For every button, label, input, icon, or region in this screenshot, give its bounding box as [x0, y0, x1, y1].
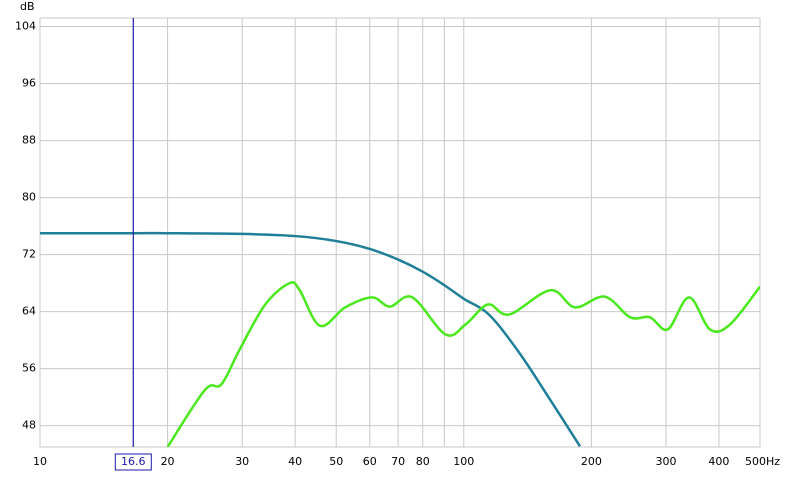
y-tick-label: 72	[22, 248, 36, 261]
series-line	[40, 231, 582, 447]
x-tick-label: 60	[363, 455, 377, 468]
x-tick-label: 200	[581, 455, 602, 468]
y-tick-label: 64	[22, 305, 36, 318]
y-tick-label: 80	[22, 191, 36, 204]
x-tick-label: 300	[655, 455, 676, 468]
y-tick-label: 96	[22, 77, 36, 90]
x-tick-label: 10	[33, 455, 47, 468]
x-tick-label: 70	[391, 455, 405, 468]
y-tick-label: 104	[15, 20, 36, 33]
y-axis-label: dB	[20, 0, 35, 13]
x-tick-label: 20	[161, 455, 175, 468]
y-tick-label: 88	[22, 134, 36, 147]
x-tick-label: 100	[453, 455, 474, 468]
x-tick-label: 80	[416, 455, 430, 468]
x-tick-label: 500Hz	[745, 455, 780, 468]
x-tick-label: 400	[708, 455, 729, 468]
y-tick-label: 56	[22, 362, 36, 375]
cursor-label-box	[114, 453, 152, 471]
x-tick-label: 50	[329, 455, 343, 468]
cursor-label: 16.6	[121, 455, 146, 468]
x-tick-label: 30	[235, 455, 249, 468]
series-line	[166, 280, 760, 447]
x-tick-label: 40	[288, 455, 302, 468]
y-tick-label: 48	[22, 419, 36, 432]
